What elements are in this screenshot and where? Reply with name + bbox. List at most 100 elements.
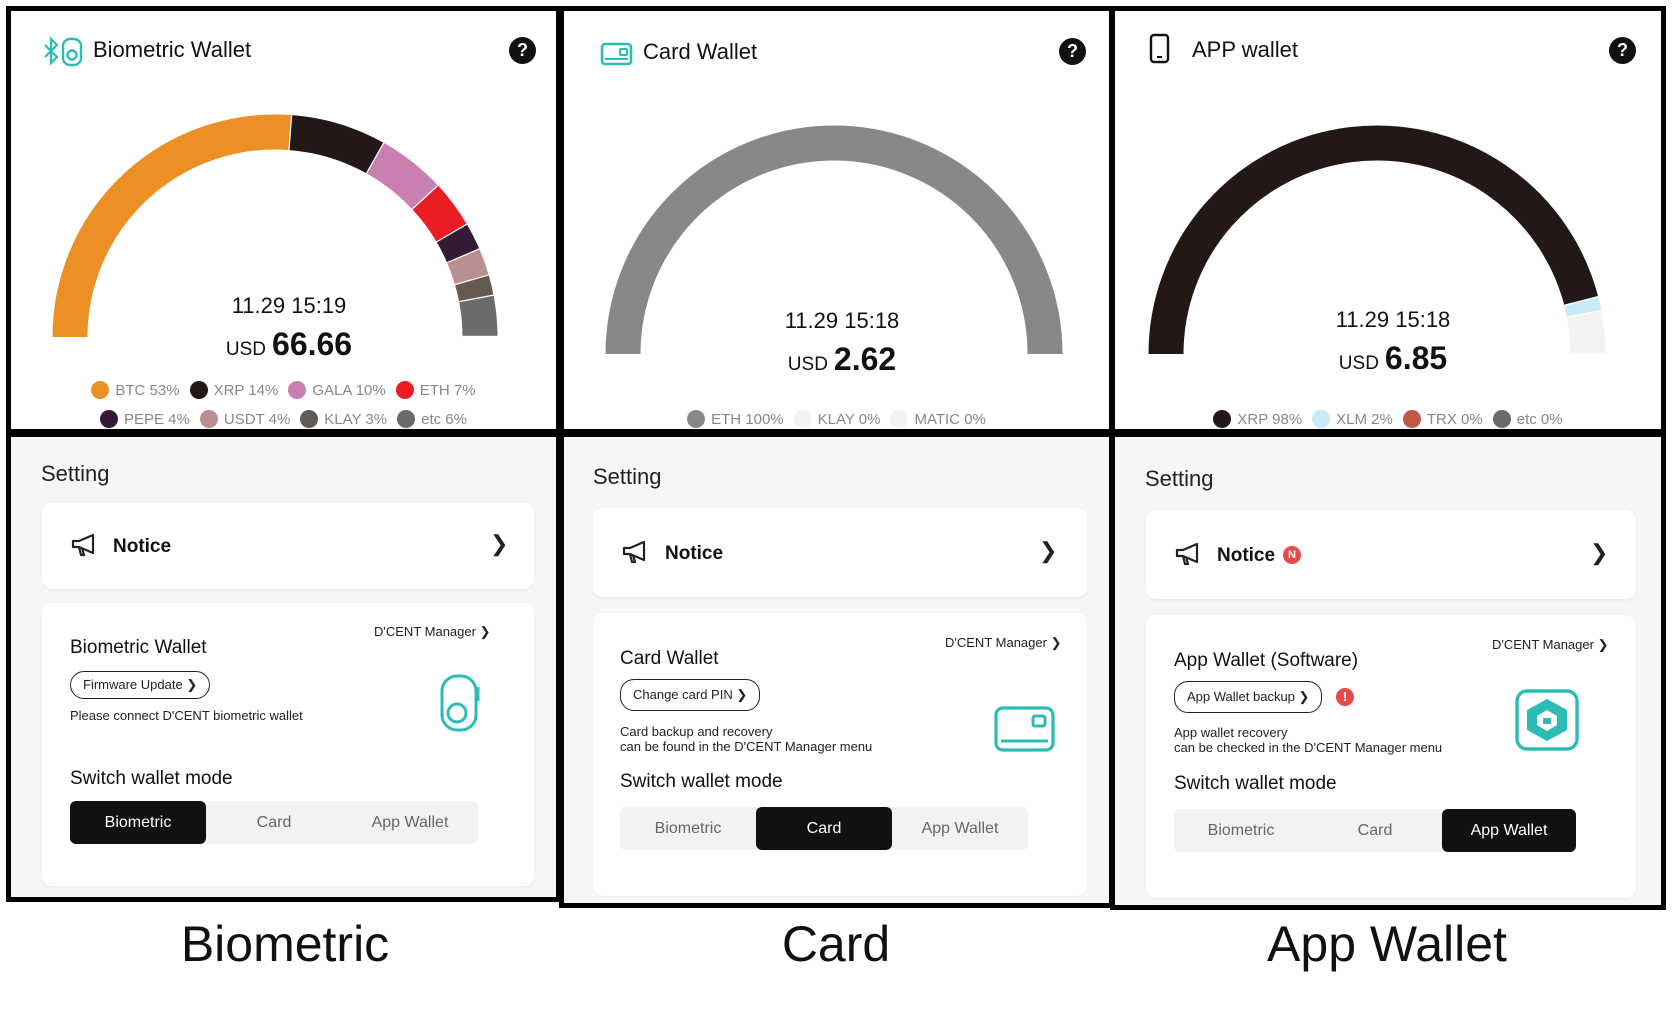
dcent-manager-label: D'CENT Manager xyxy=(1492,637,1594,652)
wallet-info-card: App Wallet (Software) D'CENT Manager ❯ A… xyxy=(1146,615,1636,898)
currency-label: USD xyxy=(225,339,267,360)
mode-biometric[interactable]: Biometric xyxy=(654,820,722,837)
app-logo-icon xyxy=(1514,688,1580,757)
currency-label: USD xyxy=(1338,353,1379,374)
info-line: can be checked in the D'CENT Manager men… xyxy=(1174,740,1443,755)
legend-item: KLAY 0% xyxy=(793,410,881,428)
notice-label: Notice xyxy=(1217,545,1276,566)
app-wallet-panel: APP wallet ? 11.29 15:18 USD 6.85 XRP 98%… xyxy=(1110,6,1666,434)
caption-app-wallet: App Wallet xyxy=(1267,916,1507,972)
legend-label: ETH 100% xyxy=(711,410,784,428)
settings-panel: Setting Notice ❯ Card Wallet D'CENT Mana… xyxy=(559,432,1114,908)
help-icon[interactable]: ? xyxy=(1059,38,1086,65)
switch-mode-title: Switch wallet mode xyxy=(70,768,233,789)
balance-amount: USD 2.62 xyxy=(692,341,992,378)
switch-mode-title: Switch wallet mode xyxy=(620,771,783,792)
wallet-info-text: Card backup and recovery can be found in… xyxy=(620,724,872,754)
legend-row-2: PEPE 4% USDT 4% KLAY 3% etc 6% xyxy=(11,410,556,432)
mode-card[interactable]: Card xyxy=(256,814,292,831)
legend-label: etc 6% xyxy=(421,410,467,428)
amount-value: 6.85 xyxy=(1384,340,1448,376)
legend-item: XRP 14% xyxy=(189,381,278,399)
legend-item: KLAY 3% xyxy=(300,410,387,428)
wallet-info-text: Please connect D'CENT biometric wallet xyxy=(70,708,303,723)
legend-item: etc 0% xyxy=(1492,410,1563,428)
dcent-manager-label: D'CENT Manager xyxy=(374,624,476,639)
chevron-right-icon: ❯ xyxy=(736,687,748,702)
chevron-right-icon: ❯ xyxy=(186,677,198,692)
legend-dot xyxy=(890,410,909,428)
legend-dot xyxy=(1213,410,1232,428)
legend-dot xyxy=(189,381,208,399)
wallet-name: Card Wallet xyxy=(620,648,719,669)
legend-item: XLM 2% xyxy=(1312,410,1393,428)
setting-title: Setting xyxy=(41,461,110,486)
legend-item: USDT 4% xyxy=(199,410,291,428)
currency-label: USD xyxy=(787,354,828,375)
notice-card[interactable]: Notice N ❯ xyxy=(1146,510,1636,599)
wallet-name: Biometric Wallet xyxy=(70,637,207,658)
mode-biometric[interactable]: Biometric xyxy=(70,801,206,844)
firmware-update-button[interactable]: Firmware Update ❯ xyxy=(70,671,211,699)
mode-app-wallet[interactable]: App Wallet xyxy=(1442,809,1576,852)
balance-gauge xyxy=(52,114,498,339)
dcent-manager-link[interactable]: D'CENT Manager ❯ xyxy=(945,635,1061,651)
phone-icon xyxy=(1149,33,1171,70)
legend-dot xyxy=(91,381,110,399)
legend-row-1: BTC 53% XRP 14% GALA 10% ETH 7% xyxy=(11,381,556,403)
change-card-pin-button[interactable]: Change card PIN ❯ xyxy=(620,679,761,711)
legend-label: USDT 4% xyxy=(223,410,291,428)
legend-label: MATIC 0% xyxy=(914,410,986,428)
legend-dot xyxy=(397,410,416,428)
megaphone-icon xyxy=(70,532,100,563)
gauge-segment-gala xyxy=(366,143,439,210)
switch-mode-title: Switch wallet mode xyxy=(1174,773,1337,794)
megaphone-icon xyxy=(621,539,651,570)
mode-app-wallet[interactable]: App Wallet xyxy=(921,820,999,837)
caption-biometric: Biometric xyxy=(180,916,390,972)
legend-item: PEPE 4% xyxy=(100,410,190,428)
legend-item: GALA 10% xyxy=(288,381,386,399)
notice-label: Notice xyxy=(665,543,724,564)
gauge-segment-eth xyxy=(412,185,468,243)
gauge-segment-usdt xyxy=(447,249,489,286)
card-wallet-icon xyxy=(600,41,634,72)
backup-alert-icon: ! xyxy=(1336,688,1354,706)
mode-card[interactable]: Card xyxy=(756,807,892,850)
notice-card[interactable]: Notice ❯ xyxy=(593,508,1087,597)
legend-label: XLM 2% xyxy=(1336,410,1393,428)
wallet-info-card: Card Wallet D'CENT Manager ❯ Change card… xyxy=(593,613,1087,896)
dcent-manager-link[interactable]: D'CENT Manager ❯ xyxy=(374,624,490,640)
megaphone-icon xyxy=(1174,541,1204,572)
app-wallet-backup-button[interactable]: App Wallet backup ❯ xyxy=(1174,681,1323,713)
legend-item: BTC 53% xyxy=(91,381,180,399)
biometric-device-icon xyxy=(438,673,482,740)
info-line: can be found in the D'CENT Manager menu xyxy=(620,739,873,754)
legend-label: PEPE 4% xyxy=(124,410,190,428)
pill-label: Change card PIN xyxy=(633,687,733,702)
notice-card[interactable]: Notice ❯ xyxy=(42,503,534,589)
gauge-segment-klay xyxy=(455,275,494,303)
legend-row-1: ETH 100% KLAY 0% MATIC 0% xyxy=(564,410,1109,432)
balance-date: 11.29 15:18 xyxy=(784,308,900,333)
balance-amount: USD 6.85 xyxy=(1243,340,1543,377)
help-icon[interactable]: ? xyxy=(509,37,536,64)
notice-label: Notice xyxy=(113,536,172,557)
caption-card: Card xyxy=(781,916,891,972)
mode-biometric[interactable]: Biometric xyxy=(1207,822,1275,839)
gauge-segment-etc xyxy=(459,295,498,338)
legend-label: KLAY 0% xyxy=(817,410,881,428)
dcent-manager-link[interactable]: D'CENT Manager ❯ xyxy=(1492,637,1608,653)
mode-card[interactable]: Card xyxy=(1357,822,1393,839)
gauge-segment-pepe xyxy=(436,224,480,264)
wallet-mode-switch: Biometric Card App Wallet xyxy=(70,801,478,844)
help-icon[interactable]: ? xyxy=(1609,37,1636,64)
setting-title: Setting xyxy=(1145,466,1214,491)
chevron-right-icon: ❯ xyxy=(490,531,509,556)
legend-dot xyxy=(395,381,414,399)
wallet-info-text: App wallet recovery can be checked in th… xyxy=(1174,725,1442,755)
wallet-mode-switch: Biometric Card App Wallet xyxy=(620,807,1028,850)
mode-app-wallet[interactable]: App Wallet xyxy=(371,814,449,831)
info-line: Card backup and recovery xyxy=(620,724,773,739)
legend-dot xyxy=(793,410,812,428)
